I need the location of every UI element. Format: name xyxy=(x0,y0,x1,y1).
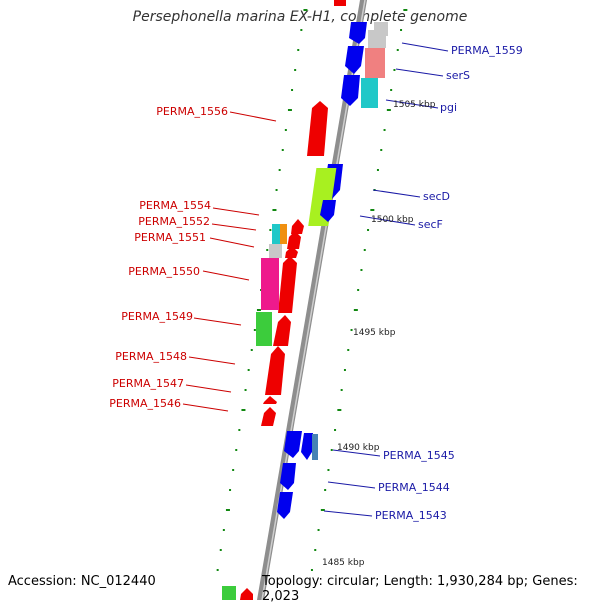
gene-sers-salmon[interactable] xyxy=(365,48,385,78)
label-perma-1547: PERMA_1547 xyxy=(112,377,184,390)
reverse-genes[interactable] xyxy=(222,101,328,600)
forward-genes[interactable] xyxy=(277,0,388,519)
label-perma-1559: PERMA_1559 xyxy=(451,44,523,57)
left-gene-labels[interactable]: PERMA_1556 PERMA_1554 PERMA_1552 PERMA_1… xyxy=(109,105,228,410)
label-perma-1548: PERMA_1548 xyxy=(115,350,187,363)
label-perma-1545: PERMA_1545 xyxy=(383,449,455,462)
gene-perma-1551[interactable] xyxy=(285,246,298,258)
label-sers: serS xyxy=(446,69,470,82)
gene-perma-1556[interactable] xyxy=(307,101,328,156)
gene-pgi[interactable] xyxy=(341,75,360,106)
gene-rna-green[interactable] xyxy=(256,312,272,346)
label-perma-1544: PERMA_1544 xyxy=(378,481,450,494)
gene-pgi-cyan[interactable] xyxy=(361,78,378,108)
gene-perma-1545-b[interactable] xyxy=(301,433,313,460)
gene-rna-orange[interactable] xyxy=(280,224,287,244)
label-perma-1554: PERMA_1554 xyxy=(139,199,211,212)
scale-label-1505: 1505 kbp xyxy=(393,100,436,110)
label-secf: secF xyxy=(418,218,443,231)
gene-perma-1554[interactable] xyxy=(291,219,304,234)
scale-label-1485: 1485 kbp xyxy=(322,558,365,568)
gene-rna-cyan[interactable] xyxy=(272,224,280,244)
map-title: Persephonella marina EX-H1, complete gen… xyxy=(132,9,468,25)
gene-perma-1543[interactable] xyxy=(277,492,293,519)
gene-perma-1545[interactable] xyxy=(284,431,302,458)
accession-text: Accession: NC_012440 xyxy=(8,574,156,589)
gene-perma-1547[interactable] xyxy=(263,396,277,404)
gene-perma-1549[interactable] xyxy=(273,315,291,346)
label-pgi: pgi xyxy=(440,101,457,114)
gene-secd-lime[interactable] xyxy=(308,168,337,226)
label-perma-1556: PERMA_1556 xyxy=(156,105,228,118)
label-lines xyxy=(182,42,449,517)
gene-perma-1552[interactable] xyxy=(287,231,301,249)
gene-perma-1545-steel[interactable] xyxy=(312,434,318,460)
scale-label-1495: 1495 kbp xyxy=(353,328,396,338)
label-perma-1551: PERMA_1551 xyxy=(134,231,206,244)
gene-rna-pink[interactable] xyxy=(261,258,279,310)
right-gene-labels[interactable]: PERMA_1559 serS pgi secD secF PERMA_1545… xyxy=(375,44,523,522)
gene-bottom-green[interactable] xyxy=(222,586,236,600)
gene-sers[interactable] xyxy=(345,46,364,74)
gene-perma-1548[interactable] xyxy=(265,346,285,395)
label-secd: secD xyxy=(423,190,450,203)
label-perma-1546: PERMA_1546 xyxy=(109,397,181,410)
gene-rna-top-gray[interactable] xyxy=(374,22,388,36)
gene-perma-1546[interactable] xyxy=(261,407,276,426)
scale-label-1500: 1500 kbp xyxy=(371,215,414,225)
label-perma-1550: PERMA_1550 xyxy=(128,265,200,278)
gene-secf[interactable] xyxy=(320,200,336,222)
label-perma-1552: PERMA_1552 xyxy=(138,215,210,228)
gene-rna-gray[interactable] xyxy=(269,244,282,258)
label-perma-1549: PERMA_1549 xyxy=(121,310,193,323)
gene-bottom-red[interactable] xyxy=(240,588,253,600)
gene-top-red[interactable] xyxy=(334,0,346,6)
tick-marks xyxy=(216,9,408,571)
scale-label-1490: 1490 kbp xyxy=(337,443,380,453)
gene-perma-1544[interactable] xyxy=(280,463,296,490)
gene-perma-1559[interactable] xyxy=(349,22,367,44)
label-perma-1543: PERMA_1543 xyxy=(375,509,447,522)
scale-labels: 1505 kbp 1500 kbp 1495 kbp 1490 kbp 1485… xyxy=(322,100,436,568)
gene-perma-1550[interactable] xyxy=(278,256,297,313)
